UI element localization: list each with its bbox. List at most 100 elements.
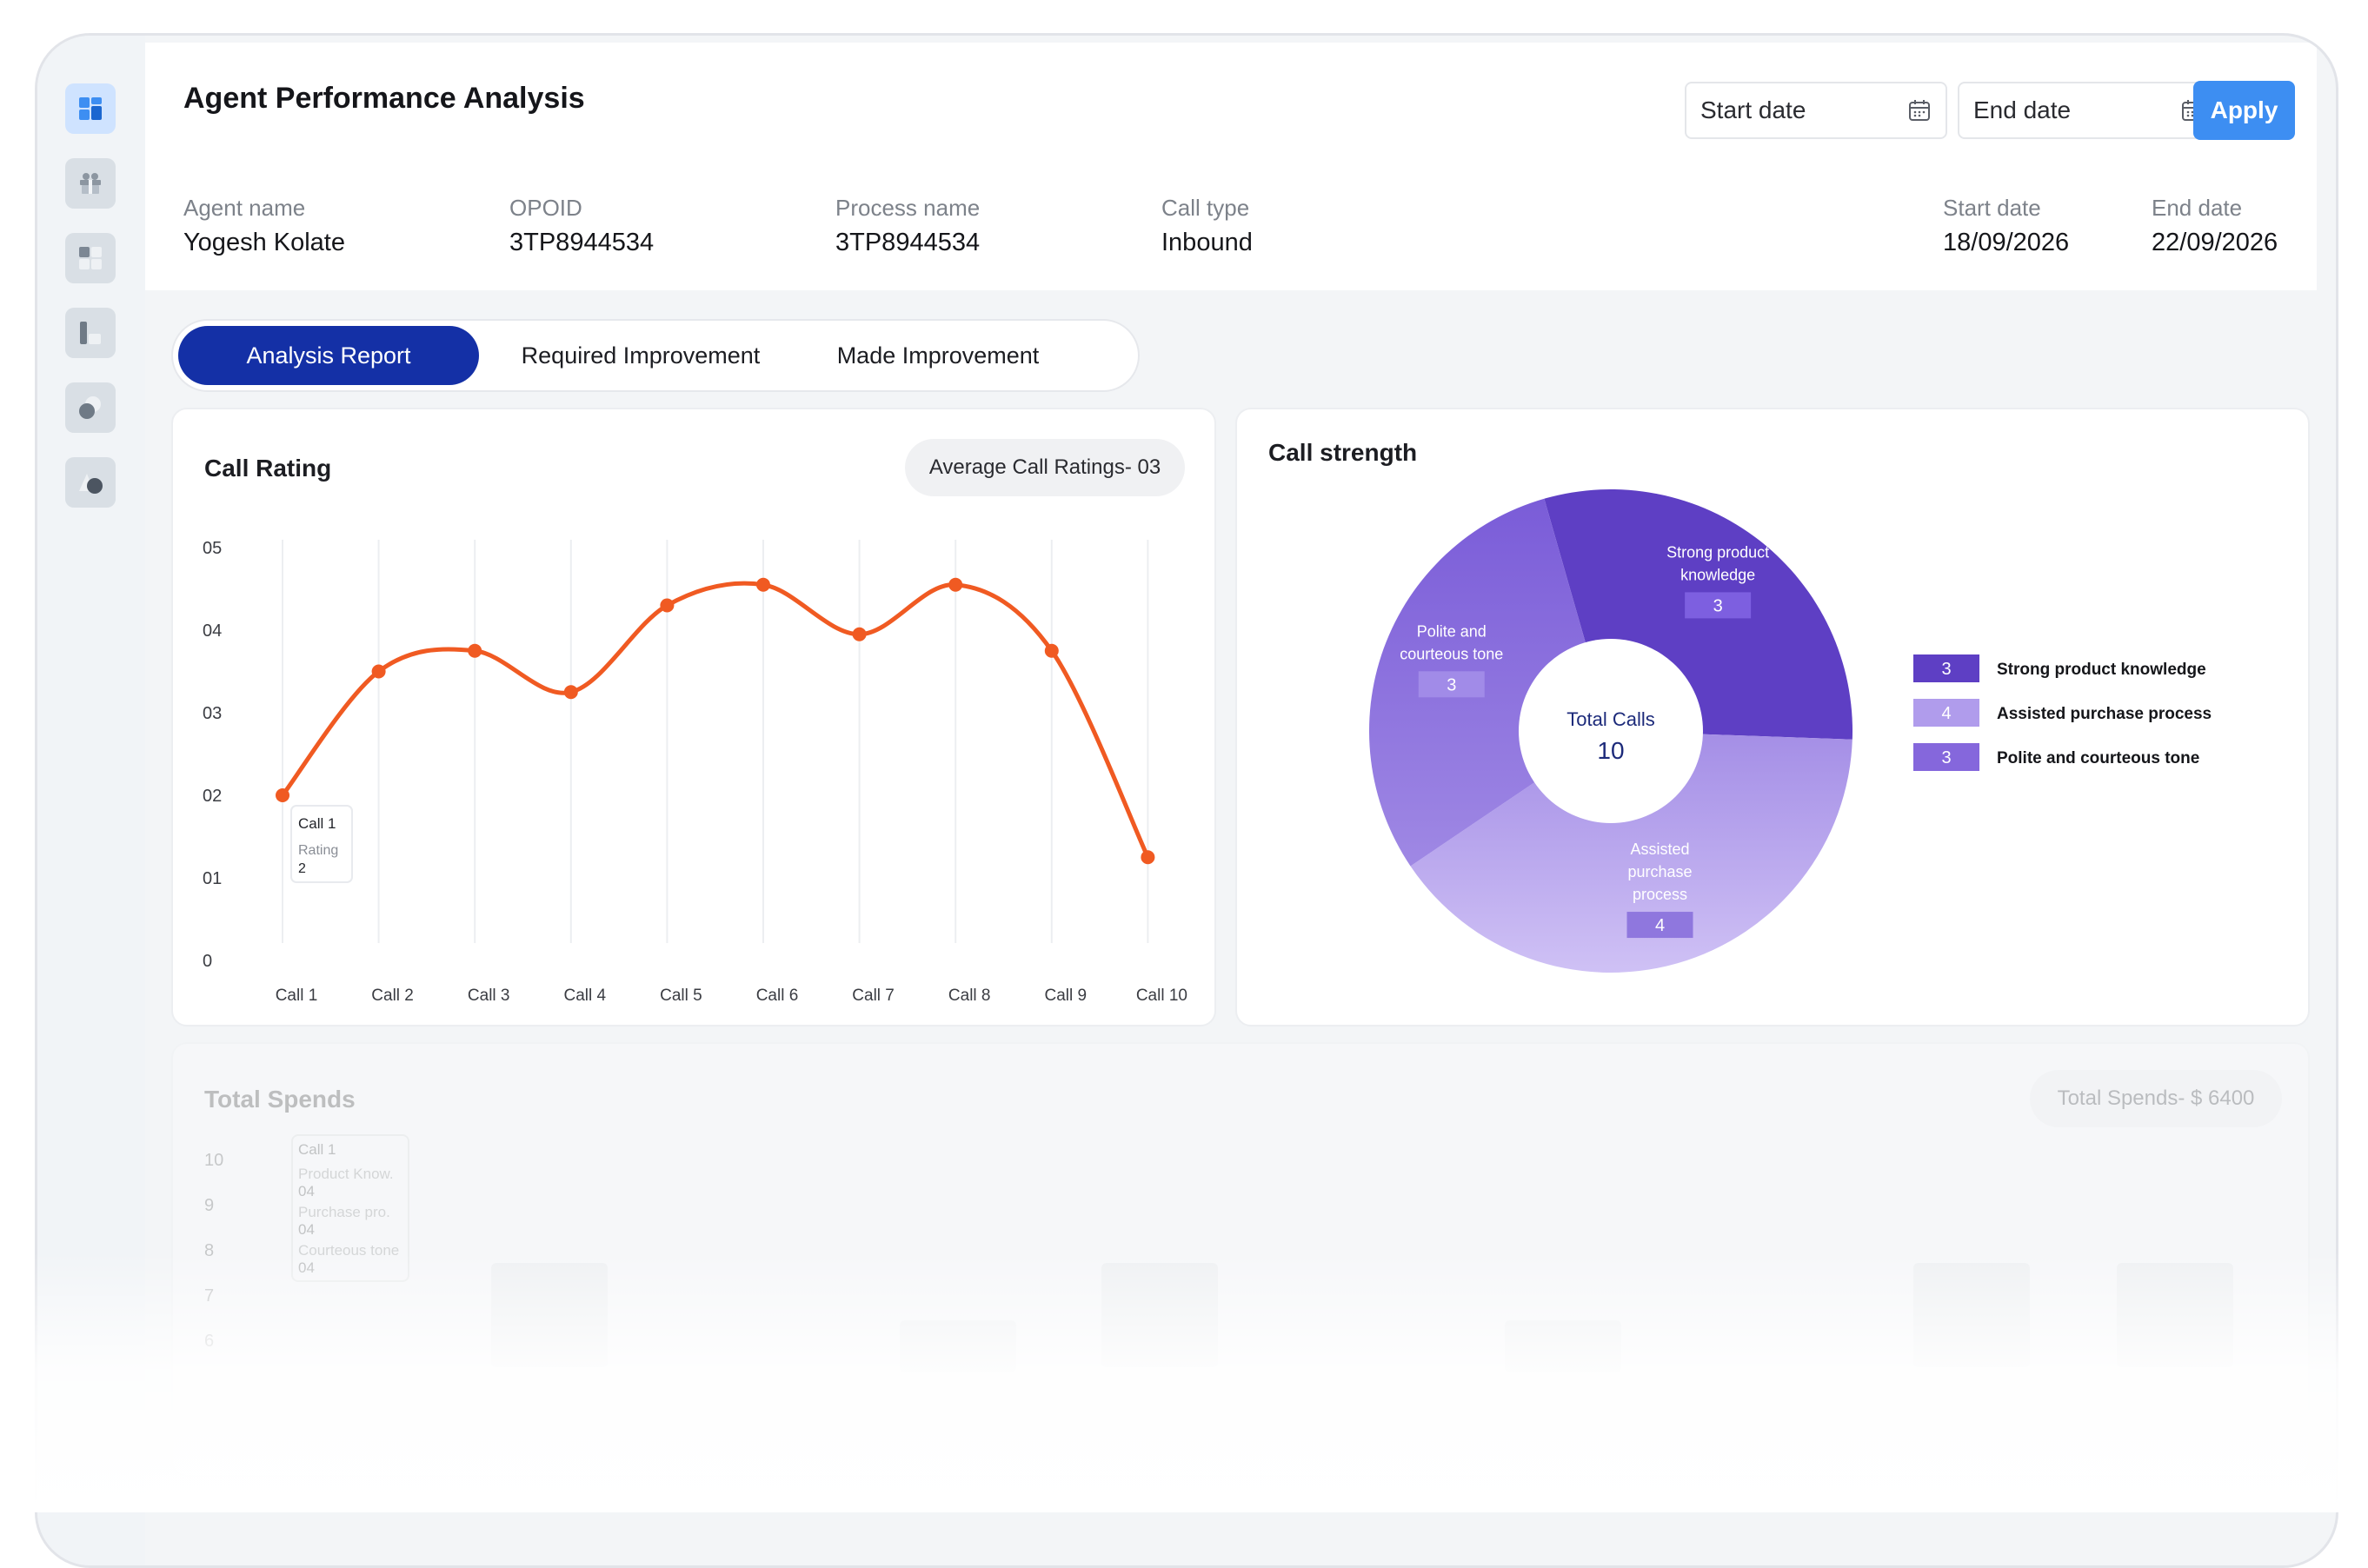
rating-point[interactable] [468,643,482,658]
rating-point[interactable] [276,788,289,802]
legend-label: Polite and courteous tone [1997,749,2199,767]
info-value: 3TP8944534 [835,229,981,256]
info-label: Start date [1943,195,2041,221]
info-label: End date [2152,195,2243,221]
y-tick-label: 0 [203,952,212,971]
info-value: 3TP8944534 [509,229,655,256]
legend-swatch [1913,743,1979,771]
shapes-icon [79,474,103,494]
reports-icon [80,322,101,344]
call-strength-card: Call strength Total Calls 10 Strong produc… [1235,408,2310,1027]
donut-slice[interactable] [1410,731,1852,973]
tooltip-label: Purchase pro. [298,1204,390,1220]
rating-point[interactable] [1044,643,1059,658]
sidebar-item-shapes[interactable] [65,457,116,508]
slice-label: Polite and courteous tone 3 [1400,622,1503,698]
slice-label-text: Assisted purchase process [1627,840,1692,903]
info-opoid: OPOID 3TP8944534 [509,195,654,257]
x-tick-label: Call 3 [468,987,510,1005]
apps-grid-icon [79,247,102,269]
slice-label-text: Strong product knowledge [1666,543,1769,583]
start-date-placeholder: Start date [1700,96,1806,123]
sidebar-item-apps[interactable] [65,233,116,283]
donut-center-label: Total Calls [1566,708,1654,730]
sidebar-item-gift[interactable] [65,158,116,209]
y-tick: 8 [204,1241,215,1260]
slice-label-text: Polite and courteous tone [1400,622,1503,662]
report-tabs: Analysis Report Required Improvement Mad… [171,319,1140,392]
donut-slice[interactable] [1369,498,1611,867]
circles-icon [79,396,101,419]
tab-analysis-report[interactable]: Analysis Report [178,326,479,385]
legend-swatch [1913,654,1979,682]
y-tick: 9 [204,1196,215,1215]
info-value: Yogesh Kolate [183,229,345,256]
page-header: Agent Performance Analysis Start date En… [145,43,2317,290]
tooltip-value: 04 [298,1183,315,1199]
main-content: Agent Performance Analysis Start date En… [145,43,2317,1565]
call-rating-title: Call Rating [204,455,332,482]
legend-item: 4 Assisted purchase process [1913,699,2212,727]
total-spends-pill: Total Spends- $ 6400 [2030,1070,2282,1127]
info-label: Agent name [183,195,306,221]
apply-button[interactable]: Apply [2193,81,2295,140]
rating-point[interactable] [563,685,578,700]
tab-made-improvement[interactable]: Made Improvement [836,342,1040,369]
rating-point[interactable] [756,577,770,592]
x-tick-label: Call 2 [371,987,414,1005]
call-rating-card: Call Rating Average Call Ratings- 03 0 01… [171,408,1216,1027]
call-strength-donut-chart: Total Calls 10 Strong product knowledge 3 Ass… [1369,489,2212,973]
y-tick-label: 03 [203,704,222,723]
x-tick-label: Call 4 [564,987,607,1005]
slice-value: 4 [1655,916,1665,935]
start-date-field[interactable]: Start date [1685,82,1947,139]
info-label: OPOID [509,195,582,221]
tooltip-title: Call 1 [298,1141,336,1158]
y-tick-label: 01 [203,869,222,888]
info-agent-name: Agent name Yogesh Kolate [183,195,345,257]
sidebar-item-circles[interactable] [65,382,116,433]
rating-point[interactable] [852,627,867,641]
tooltip-value: 2 [298,861,306,876]
info-value: Inbound [1161,229,1253,256]
info-call-type: Call type Inbound [1161,195,1253,257]
device-frame: Agent Performance Analysis Start date En… [35,33,2338,1568]
x-tick-label: Call 10 [1136,987,1187,1005]
tab-required-improvement[interactable]: Required Improvement [521,342,761,369]
rating-point[interactable] [660,598,675,613]
calendar-icon[interactable] [1907,98,1932,123]
slice-label: Assisted purchase process 4 [1626,840,1693,939]
rating-point[interactable] [371,664,386,679]
info-end-date: End date 22/09/2026 [2152,195,2278,257]
gift-icon [80,173,101,194]
x-tick-label: Call 7 [852,987,895,1005]
y-tick-label: 02 [203,787,222,806]
call-rating-line-chart: 0 01 02 03 04 05 Call 1 Call 2 Call 3 Call 4 Call … [203,539,1187,1005]
x-tick-label: Call 8 [948,987,991,1005]
sidebar-item-reports[interactable] [65,308,116,358]
sidebar-item-dashboard[interactable] [65,83,116,134]
rating-point[interactable] [948,577,963,592]
call-strength-title: Call strength [1268,439,1418,466]
info-process-name: Process name 3TP8944534 [835,195,980,257]
slice-value-badge [1685,592,1752,619]
info-label: Process name [835,195,981,221]
rating-point[interactable] [1141,850,1155,865]
end-date-field[interactable]: End date [1958,82,2220,139]
x-tick-label: Call 9 [1045,987,1088,1005]
total-spends-title: Total Spends [204,1086,356,1113]
slice-value-badge [1418,671,1485,698]
tooltip-label: Rating [298,843,338,858]
x-tick-label: Call 6 [756,987,799,1005]
tooltip-value: 04 [298,1221,315,1238]
legend-item: 3 Strong product knowledge [1913,654,2206,682]
info-start-date: Start date 18/09/2026 [1943,195,2069,257]
donut-hole [1519,639,1703,823]
donut-center-value: 10 [1597,737,1624,764]
info-label: Call type [1161,195,1250,221]
slice-label: Strong product knowledge 3 [1666,543,1769,619]
legend-label: Assisted purchase process [1997,705,2212,723]
slice-value: 3 [1447,675,1456,694]
legend-item: 3 Polite and courteous tone [1913,743,2199,771]
rating-tooltip: Call 1 Rating 2 [290,805,353,883]
